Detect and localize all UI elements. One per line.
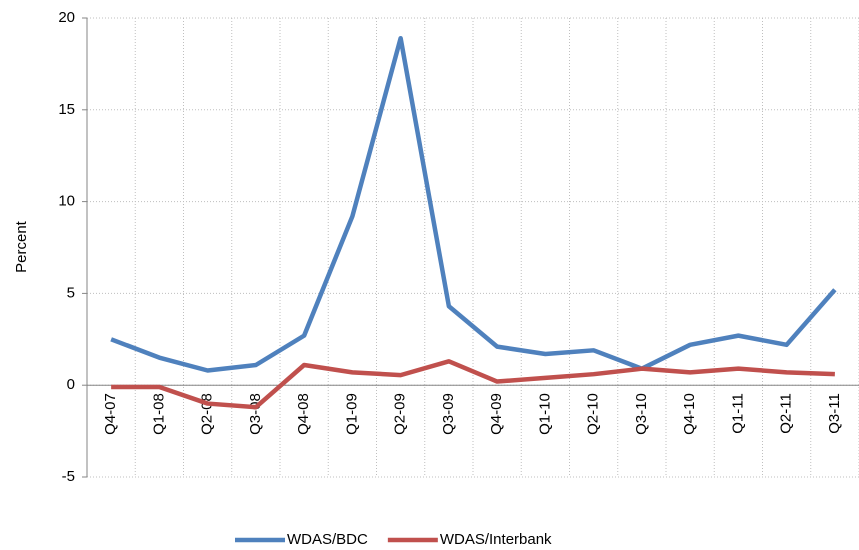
- x-tick-label: Q3-10: [633, 393, 650, 435]
- legend-label: WDAS/BDC: [287, 531, 368, 548]
- y-axis-label: Percent: [13, 220, 30, 273]
- x-tick-label: Q3-09: [440, 393, 457, 435]
- x-tick-label: Q4-10: [681, 393, 698, 435]
- y-tick-label: 0: [67, 376, 75, 393]
- x-tick-label: Q3-11: [826, 393, 843, 434]
- x-tick-label: Q1-10: [536, 393, 553, 435]
- series-line: [111, 359, 835, 410]
- x-tick-label: Q3-08: [247, 393, 264, 435]
- x-tick-label: Q2-09: [392, 393, 409, 435]
- x-tick-label: Q4-07: [102, 393, 119, 435]
- y-tick-label: 15: [58, 101, 75, 118]
- x-tick-label: Q1-09: [343, 393, 360, 435]
- y-tick-label: 20: [58, 9, 75, 26]
- x-tick-label: Q4-09: [488, 393, 505, 435]
- y-tick-label: -5: [62, 468, 75, 485]
- x-tick-label: Q1-08: [150, 393, 167, 435]
- y-tick-label: 10: [58, 193, 75, 210]
- x-tick-label: Q1-11: [729, 393, 746, 434]
- x-tick-label: Q2-10: [585, 393, 602, 435]
- legend-label: WDAS/Interbank: [440, 531, 552, 548]
- x-tick-label: Q4-08: [295, 393, 312, 435]
- x-tick-label: Q2-11: [778, 393, 795, 434]
- series-line: [110, 35, 837, 373]
- y-tick-label: 5: [67, 284, 75, 301]
